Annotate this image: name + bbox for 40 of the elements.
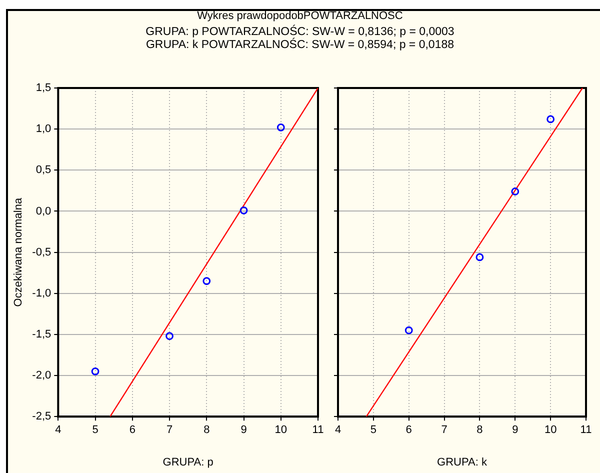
point: [91, 367, 100, 376]
point: [166, 332, 174, 340]
x-tick-label: 5: [92, 424, 98, 436]
x-tick-label: 7: [441, 424, 448, 436]
point: [240, 206, 248, 214]
x-axis-title: GRUPA: p: [162, 456, 214, 468]
x-tick-label: 9: [512, 424, 518, 436]
x-tick-label: 7: [166, 424, 173, 436]
chart-title: Wykres prawdopodobPOWTARZALNOŚC: [196, 10, 404, 22]
x-tick-label: 8: [204, 424, 210, 436]
x-tick-label: 5: [370, 424, 376, 436]
y-tick-label: -1,5: [32, 328, 52, 340]
x-tick-label: 6: [406, 424, 412, 436]
x-tick-label: 6: [129, 424, 136, 436]
y-tick-label: -1,0: [32, 287, 52, 300]
x-tick-label: 4: [334, 424, 342, 436]
y-tick-label: 1,0: [36, 123, 52, 136]
y-tick-label: -0,5: [32, 246, 52, 258]
x-tick-label: 4: [55, 424, 62, 436]
y-tick-label: 0,0: [36, 205, 52, 218]
point: [404, 326, 413, 334]
x-tick-label: 10: [274, 424, 288, 436]
x-tick-label: 8: [476, 424, 483, 436]
x-tick-label: 11: [312, 424, 324, 436]
text: GRUPA: k POWTARZALNOŚC: SW-W = 0,8594; p = 0,0188: [144, 39, 456, 51]
y-tick-label: -2,5: [32, 410, 52, 423]
point: [511, 188, 520, 196]
y-axis-title: Oczekiwana normalna: [12, 197, 25, 307]
y-tick-label: 0,5: [36, 164, 52, 176]
point: [202, 277, 211, 286]
x-tick-label: 11: [580, 424, 592, 436]
point: [546, 115, 555, 124]
y-tick-label: -2,0: [32, 370, 52, 382]
x-tick-label: 9: [240, 424, 247, 436]
point: [276, 123, 285, 132]
text: GRUPA: p POWTARZALNOŚC: SW-W = 0,8136; p = 0,0003: [144, 26, 456, 38]
x-axis-title: GRUPA: k: [437, 456, 488, 468]
x-tick-label: 10: [544, 424, 557, 436]
y-tick-label: 1,5: [36, 82, 52, 94]
point: [476, 253, 484, 262]
